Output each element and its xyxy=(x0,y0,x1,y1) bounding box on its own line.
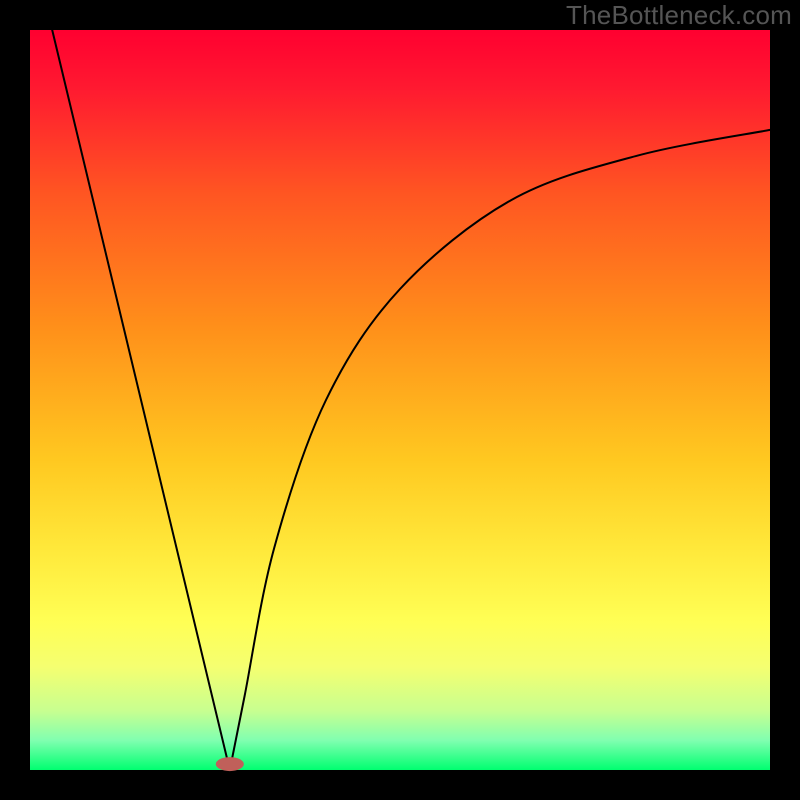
bottleneck-chart xyxy=(0,0,800,800)
chart-container: TheBottleneck.com xyxy=(0,0,800,800)
optimal-point-marker xyxy=(216,757,244,771)
